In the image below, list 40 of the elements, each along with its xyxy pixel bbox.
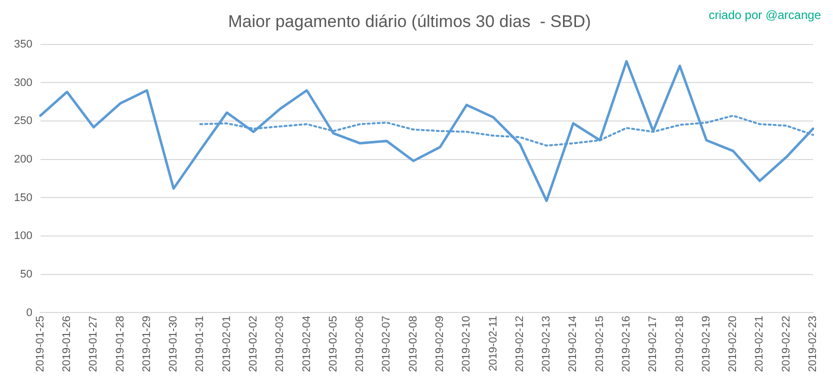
x-tick-label: 2019-02-15 — [594, 316, 606, 372]
x-tick-label: 2019-02-05 — [327, 316, 340, 372]
x-tick-label: 2019-02-02 — [248, 316, 260, 372]
x-tick-label: 2019-02-01 — [220, 316, 233, 372]
x-tick-label: 2019-01-28 — [114, 316, 126, 372]
y-tick-label: 0 — [26, 306, 32, 319]
x-tick-label: 2019-02-19 — [700, 316, 712, 372]
chart-title: Maior pagamento diário (últimos 30 dias - SBD) — [228, 12, 591, 31]
y-tick-label: 350 — [14, 38, 32, 50]
x-tick-label: 2019-01-27 — [88, 316, 100, 372]
x-tick-label: 2019-01-31 — [194, 316, 206, 372]
x-tick-label: 2019-02-13 — [540, 316, 553, 372]
text: criado por @arcange — [708, 8, 821, 22]
x-tick-label: 2019-02-04 — [300, 316, 313, 372]
x-tick-label: 2019-02-23 — [807, 316, 820, 372]
x-tick-label: 2019-02-17 — [647, 316, 660, 372]
x-tick-label: 2019-01-26 — [61, 316, 74, 372]
x-tick-label: 2019-02-12 — [514, 316, 526, 372]
y-tick-label: 200 — [14, 153, 32, 166]
x-tick-label: 2019-02-10 — [460, 316, 473, 372]
x-tick-label: 2019-02-14 — [567, 316, 580, 372]
x-tick-label: 2019-02-09 — [434, 316, 446, 372]
y-tick-label: 50 — [20, 268, 32, 280]
x-tick-label: 2019-02-11 — [487, 316, 500, 372]
x-tick-label: 2019-01-30 — [168, 316, 180, 372]
x-tick-label: 2019-02-03 — [274, 316, 286, 372]
y-tick-label: 150 — [14, 192, 32, 204]
x-tick-label: 2019-01-29 — [140, 316, 153, 372]
x-tick-label: 2019-01-25 — [34, 316, 46, 372]
x-tick-label: 2019-02-06 — [354, 316, 366, 372]
x-tick-label: 2019-02-07 — [380, 316, 393, 372]
x-tick-label: 2019-02-18 — [674, 316, 686, 372]
x-tick-label: 2019-02-22 — [780, 316, 792, 372]
x-tick-label: 2019-02-08 — [407, 316, 420, 372]
y-tick-label: 300 — [14, 76, 32, 89]
x-tick-label: 2019-02-16 — [620, 316, 633, 372]
y-tick-label: 250 — [14, 115, 32, 128]
x-tick-label: 2019-02-21 — [754, 316, 766, 372]
x-tick-label: 2019-02-20 — [727, 316, 740, 372]
y-tick-label: 100 — [14, 230, 32, 242]
